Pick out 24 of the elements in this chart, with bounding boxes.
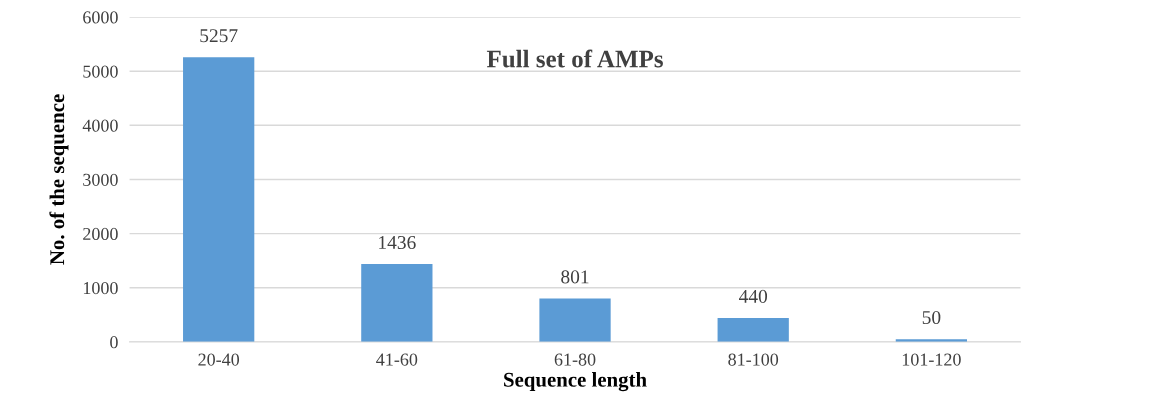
data-label: 50 xyxy=(922,310,941,325)
y-tick-label: 2000 xyxy=(83,227,118,241)
bar xyxy=(717,318,789,342)
x-tick-label: 61-80 xyxy=(554,353,596,366)
data-label: 1436 xyxy=(379,235,416,250)
y-tick-label: 3000 xyxy=(83,173,118,186)
y-tick-label: 5000 xyxy=(83,65,118,78)
x-tick-label: 41-60 xyxy=(376,353,418,366)
data-label: 801 xyxy=(561,270,589,284)
data-label: 440 xyxy=(739,289,768,303)
bar xyxy=(183,57,255,342)
y-tick-label: 0 xyxy=(110,336,118,349)
y-axis-title: No. of the sequence xyxy=(49,94,69,265)
data-label: 5257 xyxy=(200,29,238,43)
x-axis-title: Sequence length xyxy=(504,372,647,392)
x-tick-label: 81-100 xyxy=(728,353,779,366)
x-tick-label: 20-40 xyxy=(198,353,240,366)
y-tick-label: 1000 xyxy=(83,281,118,295)
y-tick-label: 6000 xyxy=(83,11,118,24)
text: Full set of AMPs xyxy=(486,49,663,68)
bar xyxy=(539,298,611,342)
y-tick-label: 4000 xyxy=(82,119,118,132)
bar xyxy=(361,264,433,342)
x-tick-label: 101-120 xyxy=(902,353,961,366)
